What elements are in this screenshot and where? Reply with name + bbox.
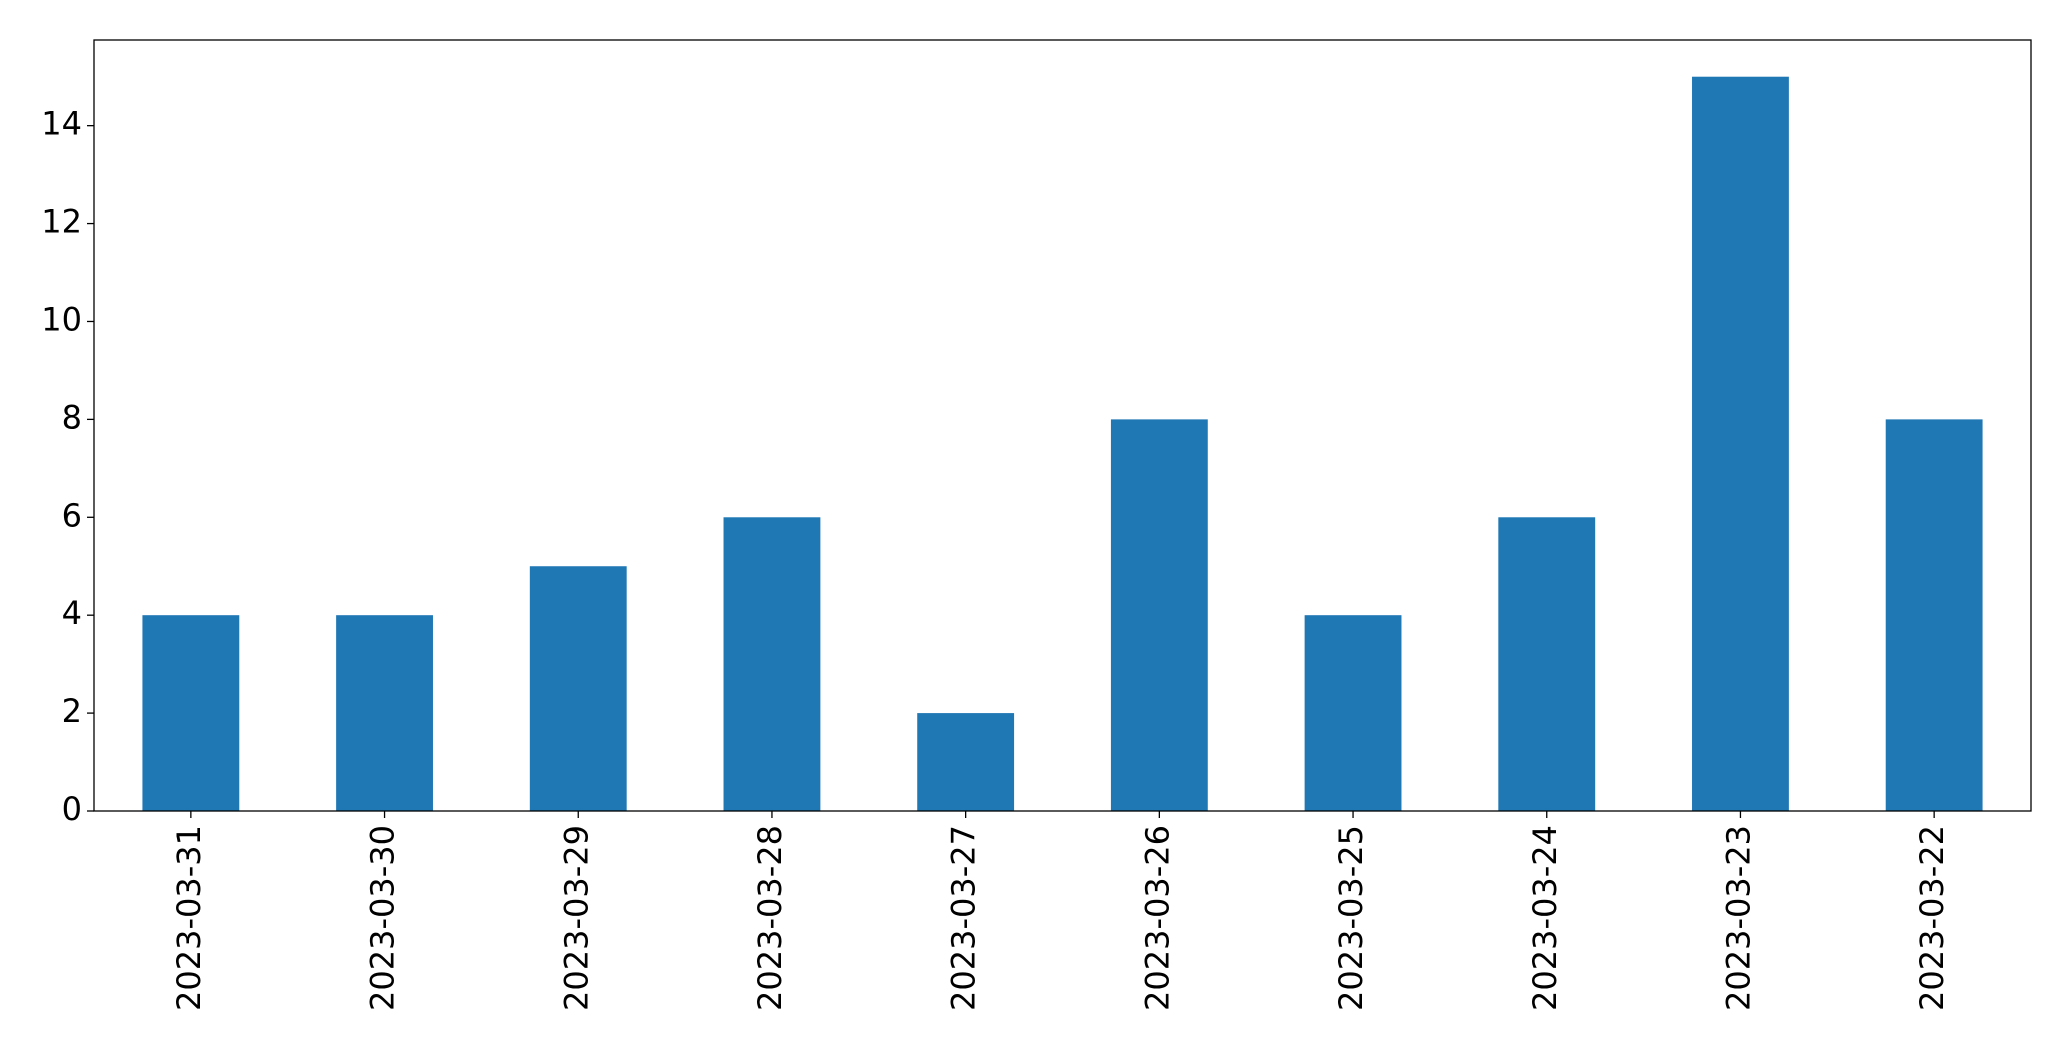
bar: [1110, 419, 1208, 811]
x-tick-label: 2023-03-31: [170, 825, 208, 1011]
x-tick-label: 2023-03-22: [1913, 825, 1951, 1011]
y-tick-label: 2: [62, 692, 82, 730]
bar: [723, 517, 821, 811]
bar: [917, 713, 1015, 811]
y-tick-label: 10: [41, 300, 82, 338]
x-tick-label: 2023-03-24: [1526, 825, 1564, 1011]
x-tick-label: 2023-03-23: [1719, 825, 1757, 1011]
bar: [1498, 517, 1596, 811]
bar: [1304, 615, 1402, 811]
bar: [336, 615, 433, 811]
x-tick-label: 2023-03-28: [751, 825, 789, 1011]
y-tick-label: 4: [62, 594, 82, 632]
y-tick-label: 14: [41, 105, 82, 143]
x-tick-label: 2023-03-25: [1332, 825, 1370, 1011]
bar: [1692, 76, 1789, 811]
x-tick-label: 2023-03-26: [1138, 825, 1176, 1011]
y-tick-label: 0: [62, 790, 82, 828]
y-tick-label: 12: [41, 203, 82, 241]
x-tick-label: 2023-03-27: [945, 825, 983, 1011]
x-tick-label: 2023-03-30: [364, 825, 402, 1011]
bar: [1885, 419, 1983, 811]
y-tick-label: 6: [62, 496, 82, 534]
bar: [529, 566, 627, 811]
x-tick-label: 2023-03-29: [557, 825, 595, 1011]
bar: [142, 615, 240, 811]
plot-frame: [93, 39, 2032, 812]
y-tick-label: 8: [62, 398, 82, 436]
